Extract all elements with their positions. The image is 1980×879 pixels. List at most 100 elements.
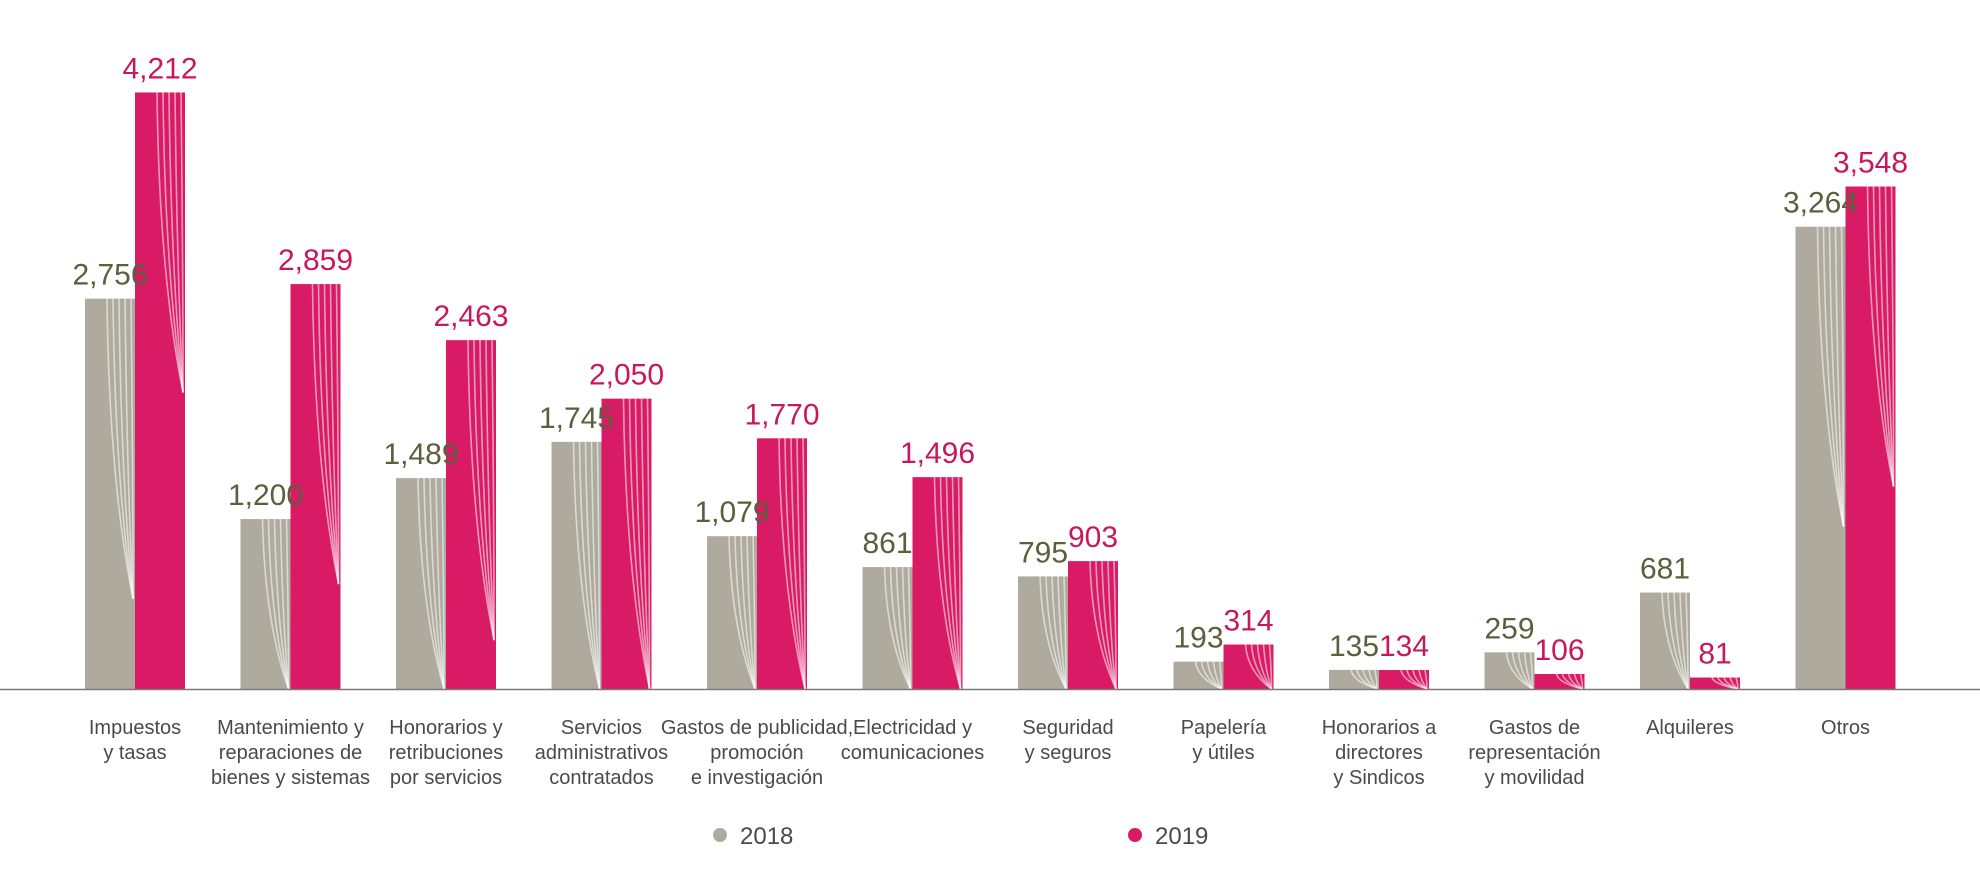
bar-stripe	[112, 298, 134, 599]
bar-stripe	[1268, 644, 1273, 690]
bar-2019-2	[446, 340, 496, 689]
category-label-9: Gastos de representación y movilidad	[1468, 717, 1600, 789]
bar-stripe	[728, 536, 756, 690]
bar-stripe	[939, 477, 962, 690]
bar-2019-11	[1845, 186, 1896, 689]
bar-stripe	[628, 398, 651, 690]
category-label-3: Servicios administrativos contratados	[535, 717, 668, 789]
bar-stripe	[951, 477, 962, 690]
bar-stripe	[590, 441, 601, 690]
category-label-line: y movilidad	[1484, 767, 1584, 789]
bar-stripe	[584, 441, 601, 690]
value-label-2018-9: 259	[1484, 612, 1534, 645]
bar-stripe	[957, 477, 962, 690]
bar-stripe	[945, 477, 962, 690]
bars-group	[85, 92, 1896, 690]
bar-stripe	[622, 398, 651, 690]
bar-stripe	[118, 298, 134, 599]
bar-stripe	[895, 567, 912, 690]
bar-stripe	[1828, 226, 1845, 527]
bar-stripe	[907, 567, 912, 690]
bar-stripe	[180, 92, 184, 393]
bar-stripe	[778, 438, 806, 690]
bar-stripe	[734, 536, 756, 690]
bar-stripe	[279, 519, 290, 690]
bar-stripe	[467, 340, 495, 641]
value-label-2018-10: 681	[1640, 553, 1690, 586]
bar-stripe	[1890, 186, 1895, 487]
bar-stripe	[578, 441, 601, 690]
bar-stripe	[479, 340, 495, 641]
bar-stripe	[273, 519, 290, 690]
bar-2019-10	[1690, 677, 1740, 689]
bar-stripe	[174, 92, 184, 393]
bar-2018-0	[85, 298, 135, 689]
bar-stripe	[1262, 644, 1273, 690]
bar-stripe	[640, 398, 651, 690]
bar-stripe	[441, 478, 445, 690]
bar-stripe	[1555, 673, 1583, 690]
category-label-line: y Sindicos	[1333, 767, 1424, 789]
bar-stripe	[485, 340, 495, 641]
value-label-2019-8: 134	[1379, 630, 1429, 663]
bar-stripe	[596, 441, 601, 690]
bar-stripe	[1045, 576, 1067, 690]
bar-stripe	[883, 567, 912, 690]
legend-label-2019: 2019	[1155, 823, 1208, 850]
bar-stripe	[1057, 576, 1067, 690]
bar-stripe	[1051, 576, 1067, 690]
value-label-2019-10: 81	[1698, 638, 1731, 671]
bar-stripe	[1039, 576, 1067, 690]
value-label-2019-9: 106	[1534, 634, 1584, 667]
value-label-2018-8: 135	[1329, 630, 1379, 663]
category-label-line: reparaciones de	[219, 742, 362, 764]
bar-stripe	[323, 284, 340, 585]
category-label-11: Otros	[1821, 717, 1870, 739]
value-label-2018-2: 1,489	[383, 438, 458, 471]
bar-stripe	[106, 298, 134, 599]
bar-stripe	[1673, 592, 1689, 690]
category-label-line: Otros	[1821, 717, 1870, 739]
bar-stripe	[329, 284, 340, 585]
category-label-line: Mantenimiento y	[217, 717, 364, 739]
bar-stripe	[1872, 186, 1895, 487]
value-label-2019-7: 314	[1223, 605, 1273, 638]
legend-marker-2018	[713, 828, 727, 842]
bar-stripe	[285, 519, 290, 690]
bar-stripe	[1095, 561, 1117, 690]
bar-stripe	[124, 298, 134, 599]
category-label-10: Alquileres	[1646, 717, 1734, 739]
bar-stripe	[740, 536, 756, 690]
bar-stripe	[261, 519, 290, 690]
category-label-6: Seguridad y seguros	[1022, 717, 1113, 764]
bar-stripe	[267, 519, 290, 690]
category-label-line: bienes y sistemas	[211, 767, 370, 789]
category-label-line: Honorarios y	[389, 717, 502, 739]
bar-stripe	[746, 536, 756, 690]
value-label-2019-6: 903	[1068, 521, 1118, 554]
category-label-2: Honorarios y retribuciones por servicios	[389, 717, 504, 789]
bar-stripe	[168, 92, 184, 393]
category-label-line: Gastos de publicidad,	[661, 717, 853, 739]
bar-stripe	[802, 438, 806, 690]
bar-stripe	[417, 478, 445, 690]
legend-marker-2019	[1128, 828, 1142, 842]
bar-stripe	[435, 478, 445, 690]
category-label-0: Impuestos y tasas	[89, 717, 181, 764]
bar-stripe	[423, 478, 445, 690]
bar-stripe	[1218, 661, 1223, 690]
category-label-line: y seguros	[1025, 742, 1112, 764]
bar-stripe	[1711, 677, 1739, 690]
bar-stripe	[752, 536, 756, 690]
category-label-line: Electricidad y	[853, 717, 972, 739]
value-label-2018-0: 2,756	[72, 259, 147, 292]
category-label-line: e investigación	[691, 767, 823, 789]
value-label-2018-5: 861	[862, 527, 912, 560]
category-label-line: y útiles	[1192, 742, 1254, 764]
category-label-7: Papelería y útiles	[1181, 717, 1267, 764]
value-label-2019-1: 2,859	[278, 244, 353, 277]
value-label-2018-1: 1,200	[228, 479, 303, 512]
category-label-line: por servicios	[390, 767, 502, 789]
category-label-line: Alquileres	[1646, 717, 1734, 739]
value-label-2019-5: 1,496	[900, 437, 975, 470]
